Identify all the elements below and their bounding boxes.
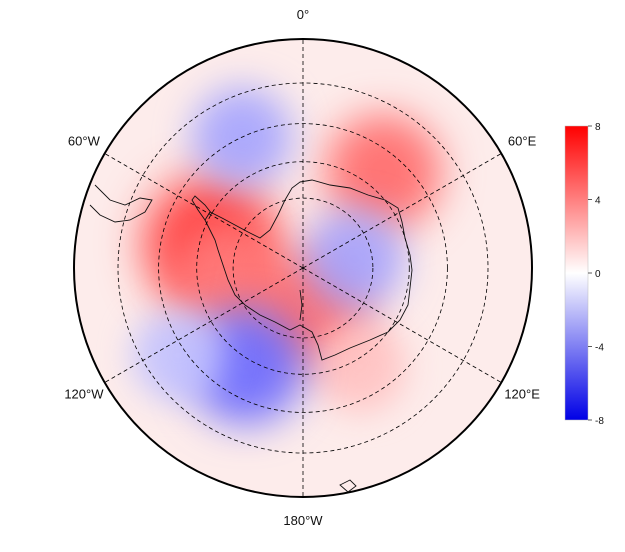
colorbar-tick-label: 8	[595, 122, 601, 133]
antarctica-coastline	[89, 179, 413, 493]
meridian-lines	[104, 39, 502, 497]
south-america-tip	[89, 184, 153, 223]
longitude-label: 120°W	[64, 387, 104, 402]
anomaly-blob-negative	[132, 309, 225, 402]
anomaly-blob-positive	[325, 114, 442, 231]
graticule	[104, 39, 502, 497]
colorbar-tick-label: 4	[595, 196, 601, 207]
longitude-label: 180°W	[283, 513, 323, 528]
longitude-labels: 0° 60°E 120°E 180°W 120°W 60°W	[64, 7, 540, 528]
anomaly-blob-positive	[313, 320, 406, 413]
colorbar-ticks: 8 4 0 -4 -8	[588, 122, 604, 427]
map-disk	[73, 38, 533, 498]
antarctica-outline	[204, 179, 413, 361]
anomaly-blob-negative	[304, 208, 405, 309]
colorbar-ramp	[564, 125, 589, 421]
longitude-label: 120°E	[504, 387, 540, 402]
map-boundary	[73, 38, 533, 498]
longitude-label: 60°W	[68, 134, 101, 149]
meridian-line	[302, 153, 502, 269]
latitude-circle	[232, 197, 374, 339]
meridian-line	[104, 267, 304, 383]
colorbar-tick-label: -8	[595, 416, 604, 427]
latitude-circle	[158, 123, 448, 413]
meridian-line	[302, 267, 502, 383]
colorbar-tick-label: 0	[595, 269, 601, 280]
colorbar-tick-label: -4	[595, 343, 604, 354]
new-zealand-island	[339, 479, 357, 493]
antarctic-peninsula	[191, 195, 213, 221]
meridian-line	[104, 153, 304, 269]
longitude-label: 60°E	[508, 134, 537, 149]
ross-ice-shelf	[299, 289, 303, 321]
longitude-label: 0°	[297, 7, 309, 22]
colorbar: 8 4 0 -4 -8	[564, 122, 604, 427]
